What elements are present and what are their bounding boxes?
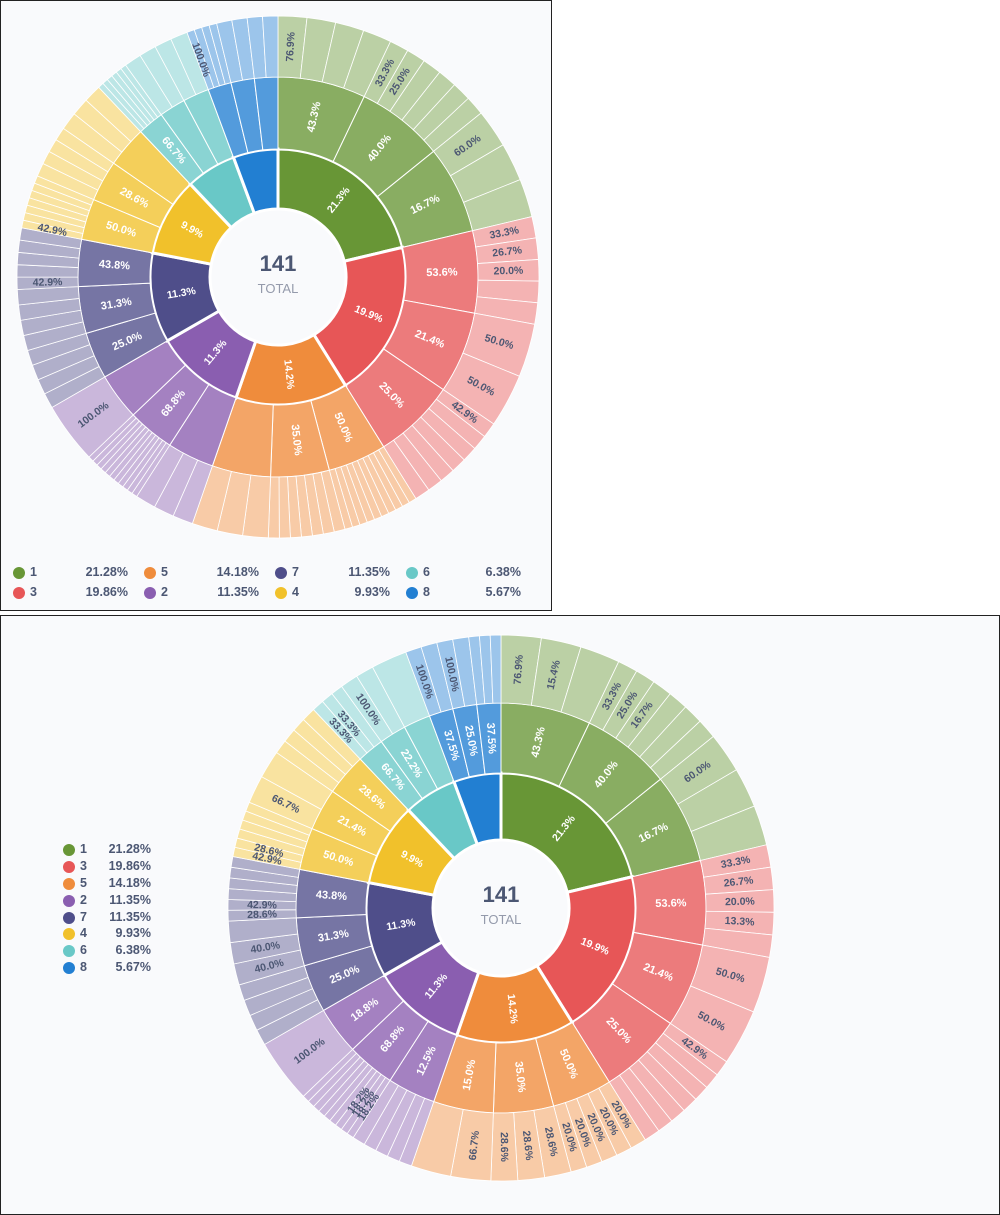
legend-swatch [13,587,25,599]
middle-label: 43.8% [98,258,130,272]
legend-item-1[interactable]: 1 21.28% [63,841,173,858]
middle-label: 43.8% [315,889,347,903]
outer-label: 42.9% [247,899,278,911]
legend-swatch [63,844,75,856]
middle-label: 53.6% [655,897,687,910]
outer-label: 40.0% [250,939,282,956]
sunburst-chart-bottom: 21.3%43.3%76.9% 15.4%40.0%33.3%25.0%16.7%… [227,634,775,1182]
legend-percent: 9.93% [354,585,390,599]
legend-swatch [63,945,75,958]
middle-label: 53.6% [426,266,458,279]
middle-label: 31.3% [100,296,133,313]
inner-label-5: 14.2% [281,359,296,391]
legend-swatch [63,894,75,907]
legend-percent: 11.35% [109,909,151,924]
total-value: 141 [260,251,297,276]
legend-swatch [144,587,156,599]
legend-swatch [406,567,418,579]
legend-label: 3 [30,585,37,599]
legend-percent: 11.35% [217,585,259,599]
legend-label: 2 [161,585,168,599]
legend-percent: 6.38% [115,943,151,958]
legend-swatch [63,962,75,975]
sunburst-panel-bottom: 21.3% 43.3% 76.9% 15.4% 40.0% 33.3% 25.0% 16.7%… [0,615,1000,1215]
middle-label: 35.0% [289,424,304,457]
legend-label: 2 [80,892,87,907]
legend-percent: 5.67% [115,960,151,975]
outer-label: 76.9% [284,31,298,62]
legend-label: 1 [30,565,37,579]
legend-label: 6 [423,565,430,579]
total-caption: TOTAL [258,281,299,296]
inner-label-7: 11.3% [386,916,417,933]
legend-swatch [275,567,287,579]
outer-label: 13.3% [724,915,755,929]
sunburst-panel-top: 21.3% 43.3% 76.9% 40.0% 33.3% 25.0% 16.7% 60.0%… [0,0,552,611]
legend-percent: 21.28% [108,842,151,856]
outer-label: 20.0% [493,265,524,278]
legend-swatch [63,928,75,941]
legend-label: 8 [80,960,87,975]
legend-label: 4 [80,926,87,941]
outer-label: 33.3% [488,224,520,242]
middle-label: 25.0% [462,724,479,757]
outer-label: 28.6% [498,1132,510,1163]
legend-item-5[interactable]: 5 14.18% [63,875,173,892]
middle-label: 37.5% [484,722,498,754]
legend-percent: 11.35% [109,892,151,907]
legend-percent: 19.86% [85,585,128,599]
legend-percent: 21.28% [85,565,128,579]
legend-percent: 14.18% [108,875,151,890]
legend-label: 7 [80,909,87,924]
inner-label-5: 14.2% [505,993,520,1025]
legend-swatch [63,911,75,924]
outer-label: 28.6% [247,908,278,921]
outer-label: 42.9% [33,276,64,289]
legend-label: 7 [292,565,299,579]
legend-item-2[interactable]: 2 11.35% [63,892,173,909]
legend-label: 8 [423,585,430,599]
outer-label: 20.0% [725,895,756,908]
legend-item-4[interactable]: 4 9.93% [63,925,173,942]
legend-label: 5 [161,565,168,579]
outer-segment[interactable] [262,15,279,78]
legend-item-3[interactable]: 3 19.86% [63,858,173,875]
legend-swatch [406,587,418,599]
legend-left: 1 21.28% 3 19.86% 5 14.18% 2 11.35% 7 11.35% 4 9.93… [63,841,173,976]
legend-percent: 6.38% [485,565,521,579]
outer-label: 26.7% [492,244,524,259]
legend-percent: 11.35% [348,565,390,579]
outer-label: 76.9% [512,654,526,685]
middle-label: 31.3% [317,928,350,945]
sunburst-chart-top: 21.3%43.3%76.9%40.0%33.3%25.0%16.7%60.0%… [16,15,540,539]
legend-percent: 9.93% [115,926,151,941]
legend-label: 6 [80,943,87,958]
legend-item-7[interactable]: 7 11.35% [63,909,173,926]
legend-swatch [13,567,25,579]
legend-top: 1 21.28% 3 19.86% 5 14.18% 2 11.35% 7 11.35% 4 9.93… [13,564,543,604]
legend-swatch [63,860,75,873]
legend-item-8[interactable]: 8 5.67% [63,959,173,976]
inner-label-7: 11.3% [166,285,197,302]
outer-label: 26.7% [723,874,755,889]
legend-label: 4 [292,585,299,599]
legend-swatch [63,877,75,890]
legend-swatch [275,587,287,599]
total-caption: TOTAL [481,912,522,927]
legend-swatch [144,567,156,579]
outer-label: 28.6% [520,1130,535,1162]
outer-label: 33.3% [720,854,752,872]
legend-label: 5 [80,875,87,890]
middle-label: 35.0% [512,1061,527,1094]
legend-item-6[interactable]: 6 6.38% [63,942,173,959]
total-value: 141 [483,882,520,907]
outer-label: 66.7% [467,1129,482,1161]
legend-percent: 5.67% [485,585,521,599]
middle-label: 15.0% [461,1058,479,1091]
legend-percent: 14.18% [216,565,259,579]
legend-label: 1 [80,842,87,856]
legend-label: 3 [80,858,87,873]
outer-segment[interactable] [489,634,502,704]
legend-percent: 19.86% [108,858,151,873]
